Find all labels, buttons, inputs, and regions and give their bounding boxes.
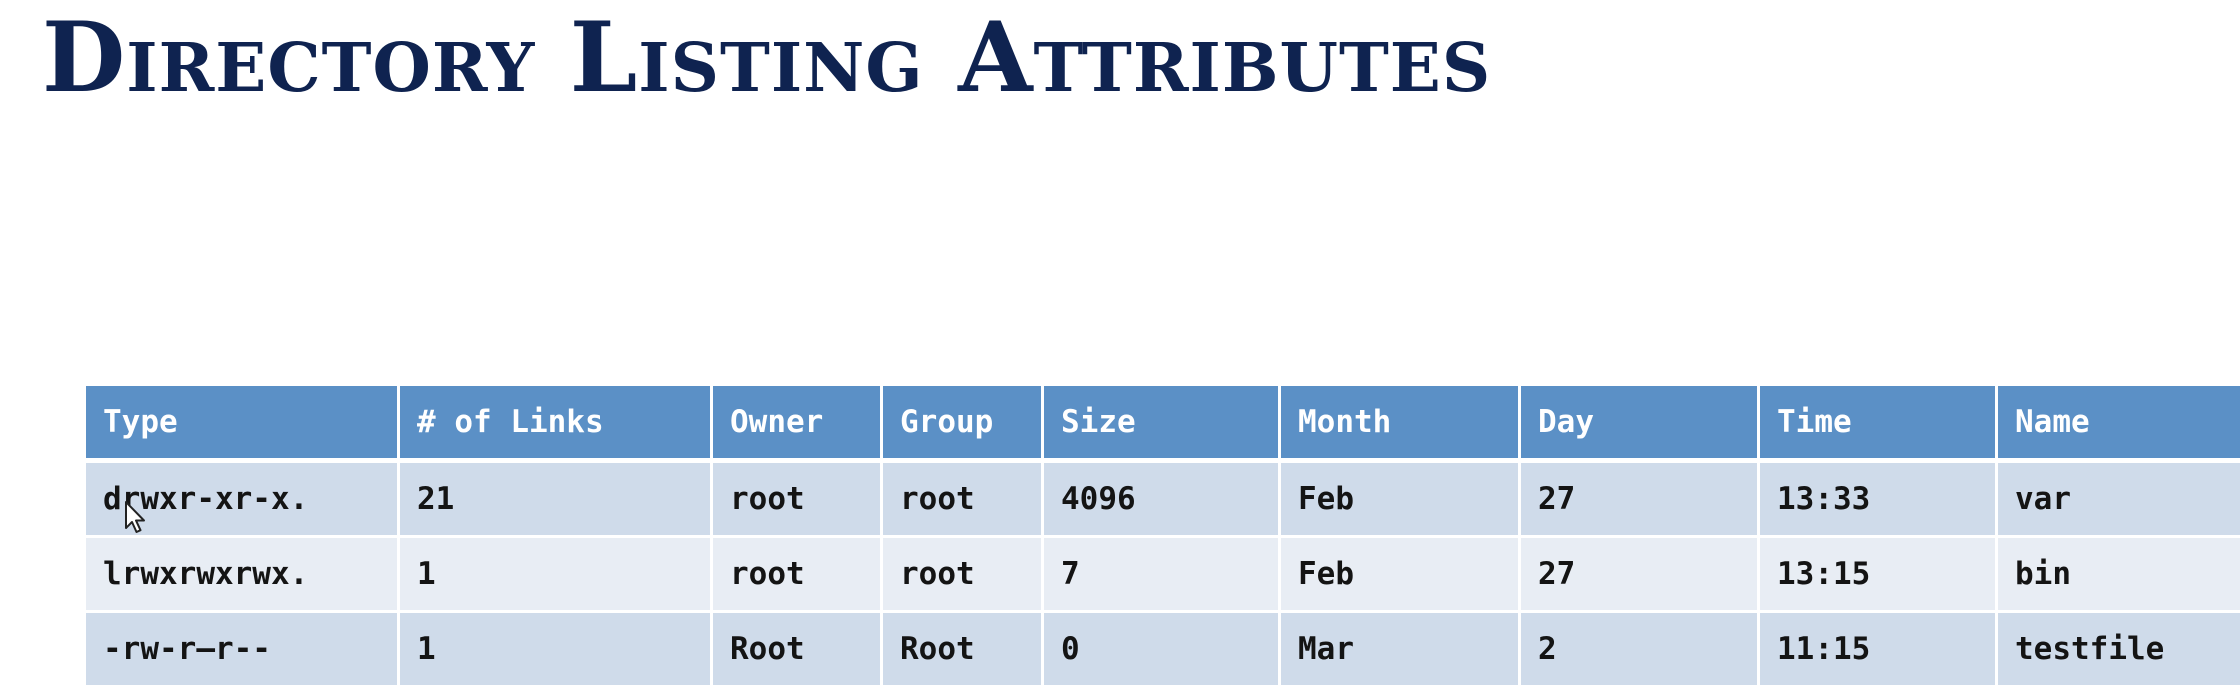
cell-owner: root: [713, 538, 883, 613]
cell-day: 27: [1521, 538, 1760, 613]
cell-time: 11:15: [1760, 613, 1998, 688]
cell-name: testfile: [1998, 613, 2240, 688]
table-row: lrwxrwxrwx. 1 root root 7 Feb 27 13:15 b…: [86, 538, 2240, 613]
column-header-month: Month: [1281, 386, 1521, 463]
cell-group: root: [883, 538, 1044, 613]
cell-type: drwxr-xr-x.: [86, 463, 400, 538]
cell-month: Feb: [1281, 463, 1521, 538]
cell-time: 13:33: [1760, 463, 1998, 538]
column-header-type: Type: [86, 386, 400, 463]
column-header-owner: Owner: [713, 386, 883, 463]
cell-size: 7: [1044, 538, 1281, 613]
column-header-name: Name: [1998, 386, 2240, 463]
cell-type: -rw-r—r--: [86, 613, 400, 688]
cell-links: 1: [400, 613, 713, 688]
cell-size: 4096: [1044, 463, 1281, 538]
table-row: drwxr-xr-x. 21 root root 4096 Feb 27 13:…: [86, 463, 2240, 538]
column-header-group: Group: [883, 386, 1044, 463]
cell-day: 2: [1521, 613, 1760, 688]
table-row: -rw-r—r-- 1 Root Root 0 Mar 2 11:15 test…: [86, 613, 2240, 688]
column-header-day: Day: [1521, 386, 1760, 463]
cell-group: root: [883, 463, 1044, 538]
cell-links: 21: [400, 463, 713, 538]
cell-time: 13:15: [1760, 538, 1998, 613]
cell-month: Feb: [1281, 538, 1521, 613]
column-header-size: Size: [1044, 386, 1281, 463]
cell-name: bin: [1998, 538, 2240, 613]
cell-name: var: [1998, 463, 2240, 538]
cell-day: 27: [1521, 463, 1760, 538]
cell-month: Mar: [1281, 613, 1521, 688]
cell-group: Root: [883, 613, 1044, 688]
cell-type: lrwxrwxrwx.: [86, 538, 400, 613]
slide-title: Directory Listing Attributes: [42, 1, 1492, 114]
table-header-row: Type # of Links Owner Group Size Month D…: [86, 386, 2240, 463]
directory-attributes-table: Type # of Links Owner Group Size Month D…: [86, 386, 2240, 688]
cell-owner: Root: [713, 613, 883, 688]
cell-owner: root: [713, 463, 883, 538]
column-header-links: # of Links: [400, 386, 713, 463]
cell-size: 0: [1044, 613, 1281, 688]
column-header-time: Time: [1760, 386, 1998, 463]
cell-links: 1: [400, 538, 713, 613]
